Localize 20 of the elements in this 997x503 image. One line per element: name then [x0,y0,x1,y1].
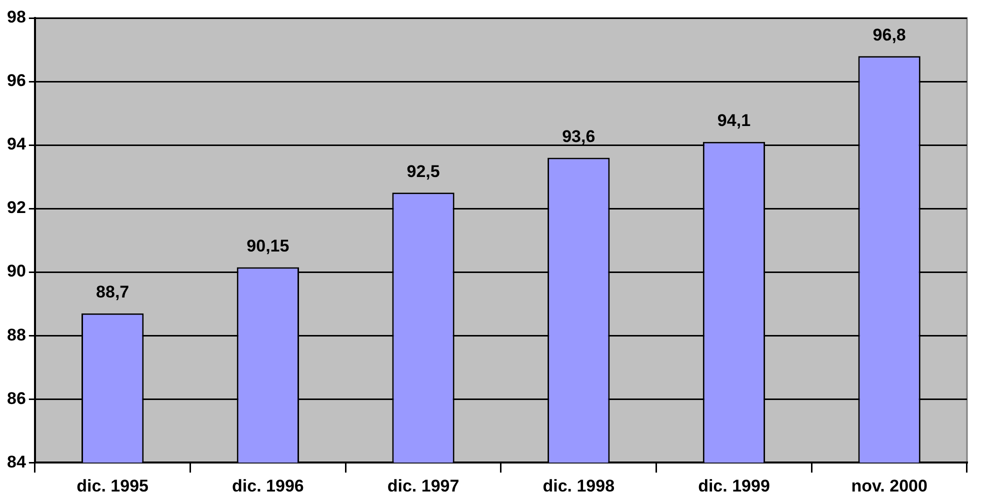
data-label: 88,7 [96,282,130,302]
y-tick-label: 86 [6,388,26,408]
x-tick-label: dic. 1996 [232,476,304,496]
data-label: 90,15 [246,236,290,256]
x-tick-label: dic. 1997 [387,476,460,496]
y-tick-label: 84 [6,452,26,472]
y-tick-label: 98 [6,8,26,27]
data-label: 92,5 [406,162,440,181]
y-tick-label: 92 [6,198,26,218]
x-tick-label: dic. 1995 [76,476,148,496]
x-tick-label: nov. 2000 [851,476,928,496]
data-label: 96,8 [872,25,906,44]
y-tick-label: 90 [6,262,26,281]
data-label: 93,6 [562,126,596,146]
y-tick-label: 96 [6,71,26,90]
x-tick-label: dic. 1998 [542,476,615,496]
y-tick-label: 88 [6,325,26,344]
data-label: 94,1 [717,111,751,130]
x-tick-label: dic. 1999 [698,476,770,496]
y-tick-label: 94 [6,134,26,154]
